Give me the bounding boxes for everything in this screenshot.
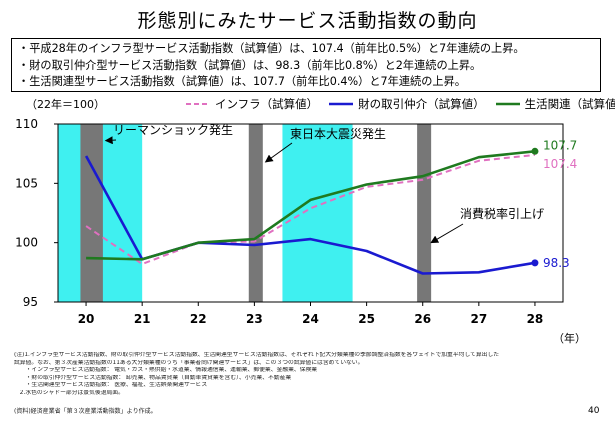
end-label-infra: 107.4 [543,157,577,171]
x-tick-label: 28 [527,312,544,326]
legend-label-infra: インフラ（試算値） [215,97,319,111]
end-label-trade: 98.3 [543,256,570,270]
x-tick-label: 25 [358,312,375,326]
footnotes: (注)1.インフラ型サービス活動指数、財の取引仲介型サービス活動指数、生活関連型… [14,352,584,398]
legend-item-infra: インフラ（試算値） [185,96,318,112]
legend-swatch-trade [329,102,354,106]
annotation-label: リーマンショック発生 [113,123,233,137]
annotation-arrow [264,142,293,163]
footnote-line: ・インフラ型サービス活動指数： 電気・ガス・熱供給・水道業、情報通信業、運輸業、… [14,367,318,374]
series-line-life [86,150,536,261]
x-tick-label: 22 [190,312,207,326]
legend-label-life: 生活関連（試算値） [524,97,615,111]
event-band [80,124,103,302]
footnote-line: ・財の取引仲介型サービス活動指数： 卸売業、物品賃貸業（自動車賃貸業を含む）、小… [14,374,292,381]
x-tick-label: 27 [470,312,487,326]
x-tick-label: 21 [134,312,151,326]
legend-label-trade: 財の取引仲介（試算値） [358,97,485,111]
chart-legend: インフラ（試算値） 財の取引仲介（試算値） 生活関連（試算値） [185,96,615,112]
y-tick-label: 105 [15,176,38,190]
end-label-life: 107.7 [543,138,577,152]
y-tick-label: 95 [23,295,38,309]
legend-swatch-life [495,102,520,106]
legend-item-life: 生活関連（試算値） [495,96,615,112]
x-tick-label: 20 [78,312,95,326]
footnote-line: (注)1.インフラ型サービス活動指数、財の取引仲介型サービス活動指数、生活関連型… [14,352,500,358]
annotation-arrow [430,223,464,244]
x-tick-label: 24 [302,312,319,326]
event-band [417,124,432,302]
summary-line-trade: ・財の取引仲介型サービス活動指数（試算値）は、98.3（前年比0.8%）と2年連… [18,58,482,72]
annotation-label: 東日本大震災発生 [290,127,386,141]
footnote-line: 試算値。なお、第３次産業活動指数の11ある大分類業種のうち「事業者向け関連サービ… [14,359,364,366]
event-band [248,124,263,302]
annotation-arrow [104,136,117,145]
legend-swatch-infra [186,103,210,105]
footnote-line: ・生活関連型サービス活動指数： 医療、福祉、生活娯楽関連サービス [14,382,208,389]
y-tick-label: 110 [15,117,38,131]
footnote-line: 2.水色のシャドー部分は景気後退局面。 [14,389,124,396]
y-tick-label: 100 [15,236,38,250]
annotation-label: 消費税率引上げ [460,206,544,221]
legend-item-trade: 財の取引仲介（試算値） [328,96,485,112]
series-line-infra [85,153,536,265]
x-axis-unit: （年） [553,332,586,345]
summary-box: ・平成28年のインフラ型サービス活動指数（試算値）は、107.4（前年比0.5%… [11,38,601,92]
end-marker-life [531,147,539,155]
end-marker-trade [531,259,539,267]
index-base-note: （22年＝100） [26,98,105,111]
x-tick-label: 26 [414,312,431,326]
summary-line-infra: ・平成28年のインフラ型サービス活動指数（試算値）は、107.4（前年比0.5%… [18,42,525,55]
source-note: (資料)経済産業省「第３次産業活動指数」より作成。 [14,408,157,415]
x-tick-label: 23 [246,312,263,326]
page-title: 形態別にみたサービス活動指数の動向 [137,10,478,32]
recession-band [282,124,353,302]
summary-line-life: ・生活関連型サービス活動指数（試算値）は、107.7（前年比0.4%）と7年連続… [18,75,466,88]
page-number: 40 [588,406,600,416]
